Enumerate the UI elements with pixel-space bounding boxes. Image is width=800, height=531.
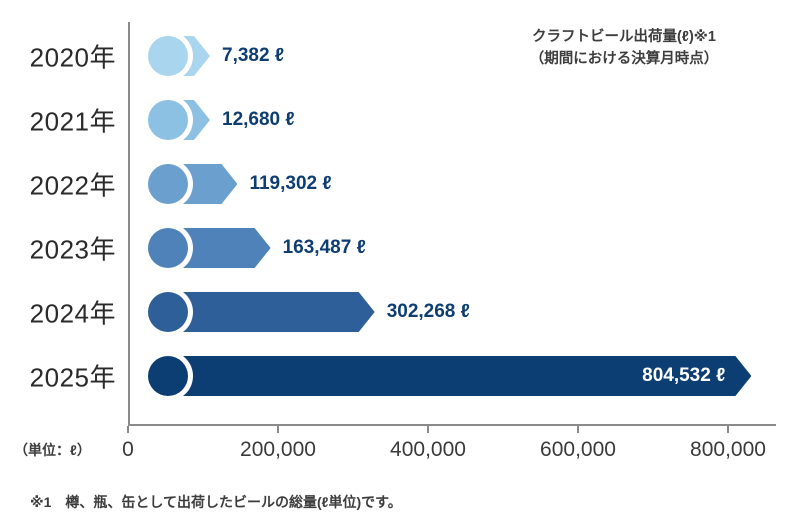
- value-label: 119,302 ℓ: [249, 173, 332, 194]
- value-label: 12,680 ℓ: [222, 109, 295, 130]
- year-label: 2024年: [29, 298, 116, 329]
- annotation-line1: クラフトビール出荷量(ℓ)※1: [532, 29, 716, 45]
- bar-row-2020: 2020年 7,382 ℓ: [30, 24, 800, 88]
- x-tick-mark: [127, 426, 129, 433]
- bar-row-2022: 2022年 119,302 ℓ: [30, 152, 800, 216]
- year-label: 2021年: [29, 106, 116, 137]
- bar-start-circle: [148, 228, 188, 268]
- x-axis-ticks: 0 200,000 400,000 600,000 800,000: [122, 424, 800, 464]
- y-axis-line: [128, 22, 130, 426]
- year-label: 2022年: [29, 170, 116, 201]
- chart-annotation: クラフトビール出荷量(ℓ)※1 （期間における決算月時点）: [468, 26, 780, 71]
- x-tick-label: 200,000: [240, 438, 316, 461]
- value-label: 302,268 ℓ: [386, 301, 470, 322]
- bar-row-2021: 2021年 12,680 ℓ: [30, 88, 800, 152]
- bar-start-circle: [148, 36, 188, 76]
- x-tick-mark: [577, 426, 579, 433]
- x-axis-line: [128, 424, 776, 426]
- x-tick-mark: [727, 426, 729, 433]
- bar-arrow: [168, 292, 375, 332]
- x-tick-mark: [277, 426, 279, 433]
- bar-start-circle: [148, 100, 188, 140]
- value-label: 163,487 ℓ: [282, 237, 366, 258]
- x-tick-label: 800,000: [690, 438, 766, 461]
- unit-label: （単位：ℓ）: [14, 442, 91, 458]
- x-tick-label: 600,000: [540, 438, 616, 461]
- bar-start-circle: [148, 292, 188, 332]
- year-label: 2025年: [29, 362, 116, 393]
- value-label: 804,532 ℓ: [642, 365, 726, 386]
- bar-start-circle: [148, 164, 188, 204]
- bar-start-circle: [148, 356, 188, 396]
- year-label: 2020年: [29, 42, 116, 73]
- x-tick-label: 0: [122, 438, 134, 461]
- bar-arrow: [168, 356, 751, 396]
- year-label: 2023年: [29, 234, 116, 265]
- bar-row-2023: 2023年 163,487 ℓ: [30, 216, 800, 280]
- annotation-line2: （期間における決算月時点）: [529, 51, 719, 68]
- value-label: 7,382 ℓ: [222, 45, 285, 66]
- bar-row-2024: 2024年 302,268 ℓ: [30, 280, 800, 344]
- x-tick-mark: [427, 426, 429, 433]
- x-tick-label: 400,000: [390, 438, 466, 461]
- bar-row-2025: 2025年 804,532 ℓ: [30, 344, 800, 408]
- footnote: ※1 樽、瓶、缶として出荷したビールの総量(ℓ単位)です。: [30, 494, 402, 510]
